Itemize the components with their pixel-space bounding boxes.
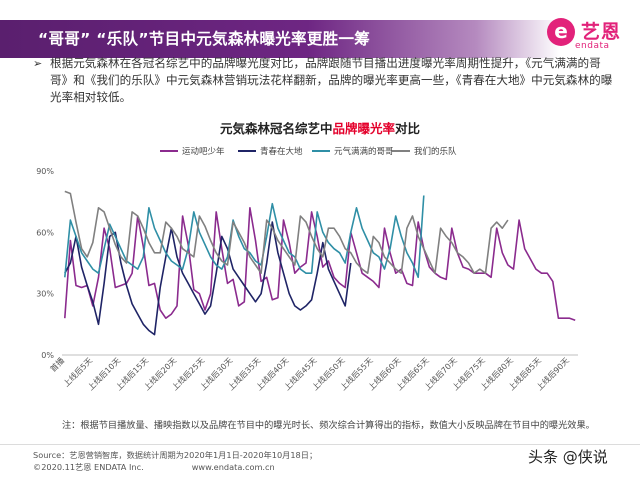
watermark: 头条 @侠说	[528, 448, 608, 466]
chart-title-highlight: 品牌曝光率	[332, 121, 395, 136]
source-block: Source：艺恩营销智库，数据统计周期为2020年1月1日-2020年10月1…	[33, 449, 317, 473]
chart-title: 元気森林冠名综艺中品牌曝光率对比	[0, 118, 640, 137]
legend-label: 元气满满的哥哥	[334, 146, 394, 157]
chart-title-post: 对比	[395, 121, 421, 136]
bullet-text: 根据元気森林在各冠名综艺中的品牌曝光度对比，品牌跟随节目播出进度曝光率周期性提升…	[50, 56, 613, 104]
copyright: ©2020.11艺恩 ENDATA Inc.	[33, 462, 144, 472]
y-tick-label: 0%	[41, 351, 54, 360]
series-line	[64, 195, 425, 279]
logo-name-en: endata	[575, 41, 610, 51]
slide-title: “哥哥” “乐队”节目中元気森林曝光率更胜一筹	[38, 30, 371, 48]
chart-note: 注：根据节目播放量、播映指数以及品牌在节目中的曝光时长、频次综合计算得出的指标，…	[62, 420, 595, 431]
source-line: Source：艺恩营销智库，数据统计周期为2020年1月1日-2020年10月1…	[33, 450, 318, 460]
exposure-line-chart: 运动吧少年 青春在大地 元气满满的哥哥 我们的乐队0%30%60%90%首播上线后5天…	[36, 146, 578, 392]
logo-mark: e	[547, 18, 575, 46]
endata-logo: e 艺恩 endata	[545, 14, 635, 54]
series-line	[64, 190, 509, 274]
legend-label: 青春在大地	[260, 146, 303, 157]
y-tick-label: 60%	[36, 228, 54, 237]
legend-label: 运动吧少年	[182, 146, 225, 157]
y-tick-label: 90%	[36, 167, 54, 176]
chart-title-pre: 元気森林冠名综艺中	[219, 121, 333, 136]
website: www.endata.com.cn	[191, 462, 275, 472]
bullet-arrow-icon: ➢	[33, 57, 43, 70]
y-tick-label: 30%	[36, 290, 54, 299]
title-bar	[0, 20, 560, 58]
logo-name-cn: 艺恩	[581, 21, 622, 43]
footer-divider	[0, 444, 640, 445]
legend-label: 我们的乐队	[414, 146, 457, 157]
